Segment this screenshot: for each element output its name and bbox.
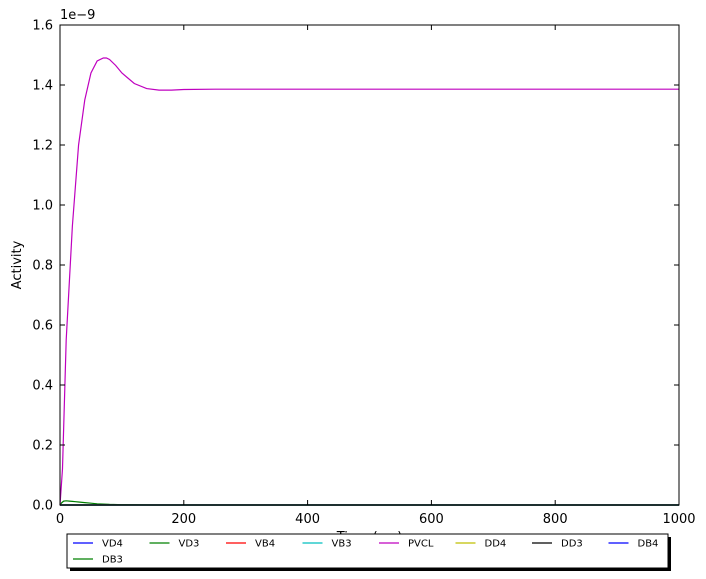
- y-tick-label: 1.2: [32, 139, 53, 154]
- y-tick-label: 0.4: [32, 379, 53, 394]
- legend-label-vb4: VB4: [255, 539, 275, 550]
- series-line-pvcl: [59, 57, 679, 506]
- legend-label-dd3: DD3: [561, 539, 583, 550]
- x-tick-label: 600: [419, 512, 444, 527]
- y-tick-label: 0.2: [32, 439, 53, 454]
- legend-label-db4: DB4: [638, 539, 659, 550]
- y-tick-label: 0.0: [32, 499, 53, 514]
- y-tick-label: 0.6: [32, 319, 53, 334]
- x-tick-label: 400: [295, 512, 320, 527]
- y-axis-label: Activity: [10, 240, 25, 289]
- ticks-layer: 0 200 400 600 800 1000 0.0 0.2 0.4 0.6 0.8 1.0 1.2 1.…: [32, 19, 695, 528]
- y-tick-label: 0.8: [32, 259, 53, 274]
- legend-label-dd4: DD4: [485, 539, 507, 550]
- plot-frame: [59, 24, 680, 506]
- legend-label-vd4: VD4: [102, 539, 123, 550]
- x-tick-label: 800: [543, 512, 568, 527]
- x-tick-label: 200: [171, 512, 196, 527]
- series-layer: [59, 57, 679, 506]
- series-line-vd3: [59, 500, 679, 506]
- legend-label-db3: DB3: [102, 555, 123, 566]
- y-scale-label: 1e−9: [60, 8, 95, 23]
- legend-label-vd3: VD3: [179, 539, 200, 550]
- y-tick-label: 1.6: [32, 19, 53, 34]
- legend-box: [66, 533, 669, 569]
- y-tick-label: 1.4: [32, 79, 53, 94]
- x-tick-label: 1000: [662, 512, 695, 527]
- y-tick-label: 1.0: [32, 199, 53, 214]
- legend-label-pvcl: PVCL: [408, 539, 434, 550]
- legend: VD4 VD3 VB4 VB3 PVCL DD4 DD3 DB4 DB3: [66, 533, 671, 571]
- legend-label-vb3: VB3: [332, 539, 352, 550]
- x-tick-label: 0: [56, 512, 64, 527]
